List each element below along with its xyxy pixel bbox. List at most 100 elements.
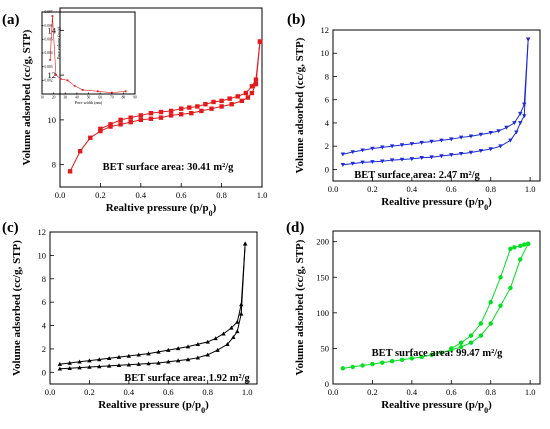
data-point [231,335,236,339]
data-point [235,329,240,334]
inset-x-tick-label: 30 [63,96,67,100]
x-axis-label-main: Realtive pressure (p/p [381,399,484,411]
inset-chart: 10 20 30 40 50 60 70 80 90 0.002 0.003 0.004 0.005 0.… [40,10,137,105]
x-axis-label-sub: 0 [209,209,213,218]
data-point [116,354,122,359]
data-point [360,148,365,153]
adsorption-branch-line [342,39,529,166]
adsorption-branch-line [69,41,261,172]
bet-annotation: BET surface area: 2.47 m²/g [354,170,480,181]
data-point [148,110,154,116]
data-point [514,130,519,135]
x-axis-label-end: ) [205,399,209,411]
data-point [108,124,113,129]
data-point [512,121,517,126]
y-tick-label: 150 [316,272,329,282]
panel-label: (b) [287,12,305,28]
x-tick-label: 0.2 [84,387,95,397]
panel-a: 0.0 0.2 0.4 0.6 0.8 1.0 8 10 12 14 (a) Realtive pre… [2,7,267,218]
y-tick-label: 2 [325,141,329,151]
data-point [235,94,240,99]
data-point [49,58,52,61]
data-point [488,131,493,135]
data-point [512,245,517,250]
x-axis-label-main: Realtive pressure (p/p [106,202,209,214]
x-axis-label-end: ) [488,399,492,411]
data-point [504,125,509,130]
y-tick-label: 8 [52,160,56,170]
inset-y-tick-label: 0.005 [45,38,53,42]
data-point [249,90,255,96]
adsorption-branch-line [59,243,246,370]
x-tick-label: 0.8 [485,387,496,397]
data-point [439,138,444,143]
data-point [211,99,216,105]
y-tick-label: 12 [321,25,330,35]
data-point [195,342,201,347]
y-tick-label: 14 [48,25,57,35]
data-point [227,96,232,101]
data-point [419,156,424,160]
inset-x-tick-label: 10 [40,96,44,100]
desorption-branch-line [451,243,529,349]
data-point [449,153,454,158]
data-point [179,106,184,111]
data-point [525,241,531,247]
data-point [73,84,76,87]
data-point [488,147,493,152]
data-point [81,89,84,91]
x-tick-label: 0.0 [45,387,56,397]
data-point [409,142,415,147]
data-point [166,347,171,352]
data-point [340,162,346,167]
y-axis-label: Volume adsorbed (cc/g, STP) [21,29,33,165]
inset-y-tick-label: 0.007 [45,10,53,14]
x-axis-label: Realtive pressure (p/p0) [381,399,492,415]
x-axis-label-main: Realtive pressure (p/p [98,399,201,411]
data-point [468,150,474,155]
data-point [439,154,444,159]
data-point [88,135,93,140]
data-point [189,110,194,116]
plot-frame [332,230,541,385]
y-axis-label: Volume adsorbed (cc/g, STP) [11,240,23,376]
y-tick-label: 4 [42,321,47,331]
y-axis-label: Volume adsorbed (cc/g, STP) [294,37,306,173]
data-point [478,333,484,338]
data-point [205,339,210,344]
x-tick-label: 0.2 [95,190,106,200]
data-point [175,358,181,363]
data-point [468,333,474,338]
data-point [59,78,62,80]
data-point [468,134,474,139]
data-point [219,98,224,104]
inset-y-tick-label: 0.006 [45,24,53,28]
data-point [67,169,73,174]
data-point [360,363,365,368]
y-tick-label: 8 [325,71,329,81]
x-axis-label-end: ) [213,202,217,214]
bet-annotation: BET surface area: 99.47 m²/g [372,348,504,359]
panel-d: 0.0 0.2 0.4 0.6 0.8 1.0 0 50 100 150 200 (d) Realtiv… [286,220,541,415]
data-point [458,344,464,350]
data-point [203,102,208,107]
data-point [508,138,513,143]
y-tick-label: 12 [48,70,57,80]
data-point [213,336,218,341]
y-tick-label: 100 [316,308,329,318]
x-axis-label-main: Realtive pressure (p/p [381,196,484,208]
data-point [409,356,415,361]
inset-x-tick-label: 60 [98,96,102,100]
y-tick-label: 0 [42,367,46,377]
data-point [488,299,493,305]
data-point [225,342,230,347]
inset-x-tick-label: 80 [122,96,126,100]
y-tick-label: 0 [325,164,329,174]
y-tick-label: 10 [48,115,57,125]
data-point [370,146,375,151]
data-point [179,112,184,117]
data-point [126,353,132,358]
data-point [128,119,133,125]
x-tick-label: 0.4 [407,184,418,194]
